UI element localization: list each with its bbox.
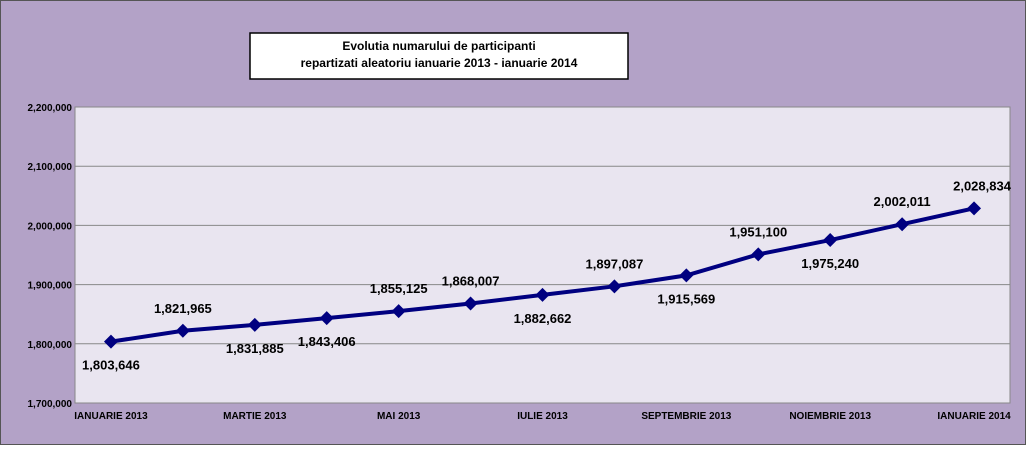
marker — [319, 311, 334, 326]
data-label: 1,915,569 — [657, 291, 715, 306]
y-tick-label: 1,700,000 — [28, 399, 73, 410]
marker — [247, 317, 262, 332]
marker — [463, 296, 478, 311]
x-tick-label: NOIEMBRIE 2013 — [789, 411, 871, 422]
marker — [823, 233, 838, 248]
marker — [607, 279, 622, 294]
data-label: 1,821,965 — [154, 301, 212, 316]
chart-title: Evolutia numarului de participanti — [342, 39, 535, 53]
data-label: 2,002,011 — [874, 194, 931, 209]
data-label: 1,897,087 — [586, 256, 644, 271]
title-box — [249, 32, 629, 80]
plot-area — [74, 106, 1011, 404]
marker — [751, 247, 766, 262]
marker — [391, 304, 406, 319]
x-tick-label: IULIE 2013 — [517, 411, 568, 422]
marker — [967, 201, 982, 216]
x-tick-label: IANUARIE 2014 — [937, 411, 1011, 422]
y-tick-label: 2,200,000 — [28, 103, 73, 114]
y-tick-label: 1,800,000 — [28, 340, 73, 351]
data-label: 1,855,125 — [370, 281, 428, 296]
y-tick-label: 1,900,000 — [28, 281, 73, 292]
data-label: 2,028,834 — [953, 178, 1012, 193]
marker — [175, 323, 190, 338]
marker — [895, 217, 910, 232]
y-tick-label: 2,100,000 — [28, 162, 73, 173]
chart-title: repartizati aleatoriu ianuarie 2013 - ia… — [301, 56, 578, 70]
marker — [535, 287, 550, 302]
x-tick-label: MAI 2013 — [377, 411, 421, 422]
data-label: 1,975,240 — [801, 256, 859, 271]
data-label: 1,803,646 — [82, 358, 140, 373]
data-label: 1,831,885 — [226, 341, 284, 356]
x-tick-label: SEPTEMBRIE 2013 — [641, 411, 731, 422]
data-label: 1,868,007 — [442, 274, 500, 289]
y-tick-label: 2,000,000 — [28, 221, 73, 232]
marker — [103, 334, 118, 349]
data-label: 1,843,406 — [298, 334, 356, 349]
data-label: 1,951,100 — [729, 224, 787, 239]
x-tick-label: IANUARIE 2013 — [74, 411, 148, 422]
x-tick-label: MARTIE 2013 — [223, 411, 287, 422]
marker — [679, 268, 694, 283]
data-label: 1,882,662 — [514, 311, 572, 326]
